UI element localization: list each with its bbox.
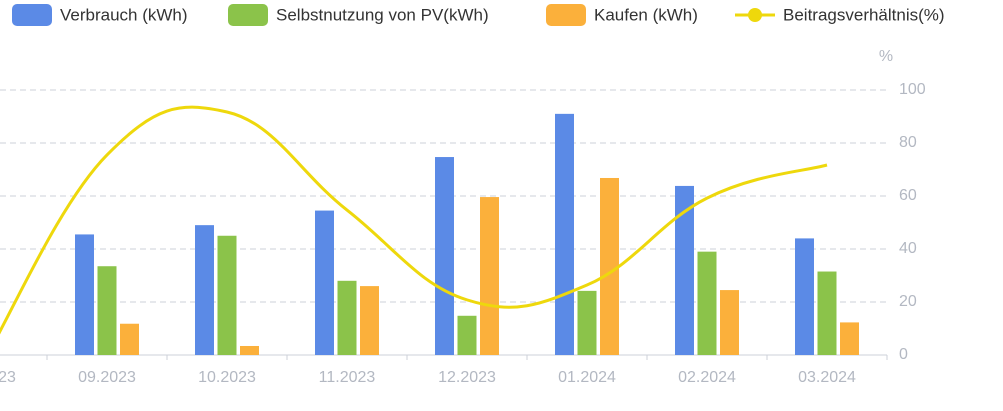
bar (600, 177, 619, 355)
bar (315, 210, 334, 355)
line (0, 105, 828, 335)
x-tick-label: 11.2023 (319, 369, 376, 386)
y-tick-label: 60 (899, 187, 917, 204)
x-tick-label: 01.2024 (558, 369, 616, 386)
y-tick-label: 40 (899, 240, 917, 257)
x-tick-label: 08.2023 (0, 369, 16, 386)
legend-swatch (228, 4, 268, 26)
x-tick-label: 12.2023 (438, 369, 496, 386)
x-tick-label: 02.2024 (678, 369, 736, 386)
bar (75, 234, 94, 355)
bar (697, 251, 717, 355)
y-tick-label: 20 (899, 293, 917, 310)
legend-label: Selbstnutzung von PV(kWh) (276, 5, 489, 24)
y-tick-label: 100 (899, 81, 926, 98)
legend-swatch (546, 4, 586, 26)
y-axis-name: % (879, 48, 893, 65)
legend-marker (748, 8, 762, 22)
bar (360, 286, 379, 355)
bar (720, 290, 739, 355)
legend-swatch (12, 4, 52, 26)
bar (577, 290, 597, 355)
bar (675, 185, 694, 355)
bar (817, 271, 837, 355)
x-tick-label: 09.2023 (78, 369, 136, 386)
y-tick-label: 80 (899, 134, 917, 151)
bar (480, 197, 499, 355)
legend-label: Verbrauch (kWh) (60, 5, 188, 24)
legend-label: Beitragsverhältnis(%) (783, 5, 945, 24)
bar (240, 345, 259, 355)
bar (120, 323, 139, 355)
bar (555, 113, 574, 355)
bar (795, 238, 814, 355)
bar (337, 280, 357, 355)
bar (840, 322, 859, 355)
legend-label: Kaufen (kWh) (594, 5, 698, 24)
bar (195, 225, 214, 355)
bar (435, 157, 454, 355)
y-tick-label: 0 (899, 346, 908, 363)
x-tick-label: 03.2024 (798, 369, 856, 386)
bar (457, 315, 477, 355)
bar (217, 235, 237, 355)
bar (97, 266, 117, 355)
x-tick-label: 10.2023 (198, 369, 256, 386)
